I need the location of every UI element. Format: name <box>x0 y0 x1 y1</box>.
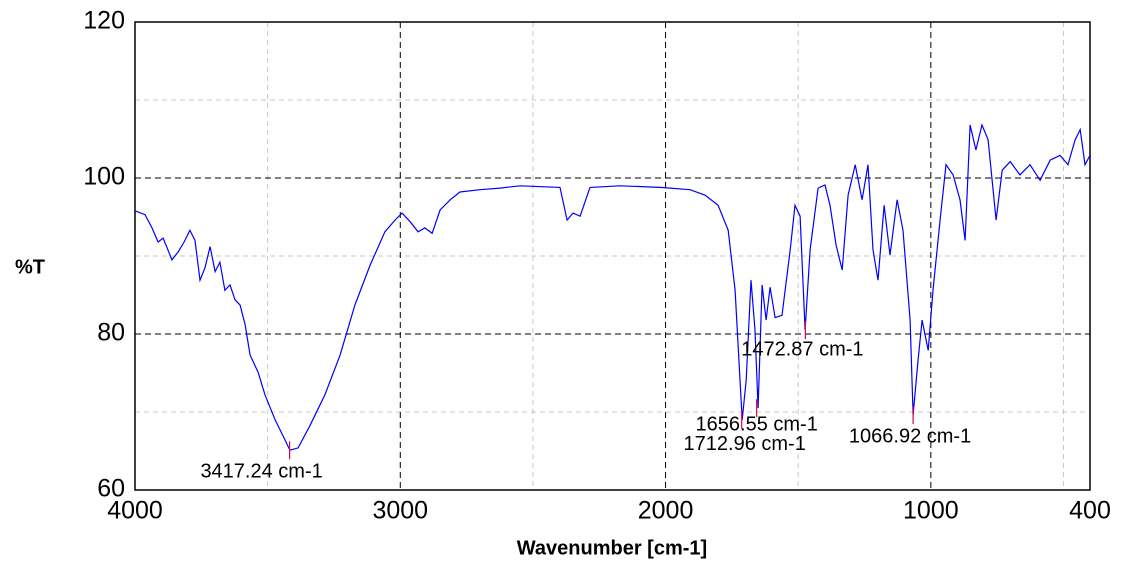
x-tick-label: 3000 <box>372 497 428 525</box>
peak-label: 3417.24 cm-1 <box>200 461 322 483</box>
x-axis-title: Wavenumber [cm-1] <box>517 537 707 559</box>
plot-frame <box>134 21 1091 491</box>
y-tick-label: 80 <box>97 319 125 347</box>
x-tick-label: 2000 <box>638 497 694 525</box>
y-tick-label: 60 <box>97 475 125 503</box>
x-tick-label: 400 <box>1069 497 1111 525</box>
spectrum-line <box>134 123 1091 451</box>
peak-label: 1712.96 cm-1 <box>684 433 806 455</box>
x-tick-label: 1000 <box>903 497 959 525</box>
y-tick-label: 100 <box>83 163 125 191</box>
peak-label: 1066.92 cm-1 <box>849 425 971 447</box>
x-tick-label: 4000 <box>107 497 163 525</box>
peak-label: 1472.87 cm-1 <box>741 338 863 360</box>
y-axis-title: %T <box>15 256 45 278</box>
peak-label: 1656.55 cm-1 <box>696 413 818 435</box>
y-tick-label: 120 <box>83 7 125 35</box>
